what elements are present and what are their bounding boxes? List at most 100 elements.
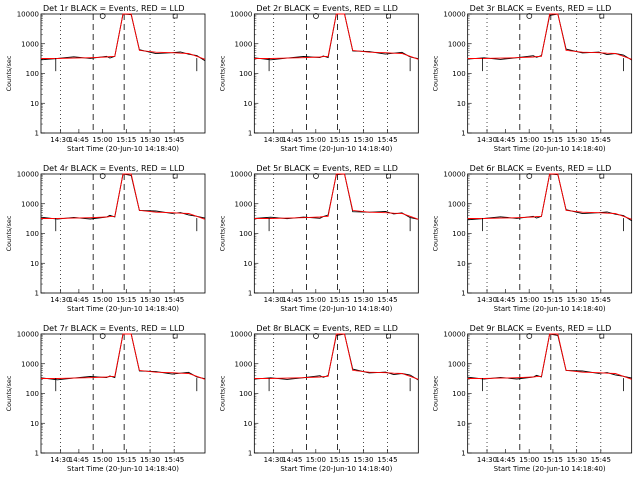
x-tick-label: 15:45 [591,456,611,464]
square-marker [172,333,178,339]
x-axis-label: Start Time (20-Jun-10 14:18:40) [494,305,606,313]
square-marker [599,173,605,179]
y-tick-label: 1 [461,130,465,138]
x-tick-label: 14:30 [50,136,70,144]
square-marker [599,13,605,19]
x-tick-label: 15:30 [567,136,587,144]
x-tick-label: 15:30 [140,296,160,304]
lld-series-line [254,173,419,220]
y-tick-label: 10000 [230,11,252,19]
x-tick-label: 15:00 [519,296,539,304]
y-tick-label: 10 [457,100,466,108]
chart-panel: Det 7r BLACK = Events, RED = LLD 1 10 100 10… [5,324,206,473]
x-tick-label: 15:15 [116,136,136,144]
lld-series-line [467,13,632,60]
x-tick-label: 14:45 [69,136,89,144]
y-tick-label: 100 [239,390,252,398]
x-tick-label: 15:45 [164,136,184,144]
x-tick-label: 14:30 [264,456,284,464]
y-tick-label: 100 [452,230,465,238]
events-series-line [467,173,632,222]
y-tick-label: 1000 [235,360,253,368]
x-tick-label: 15:00 [306,456,326,464]
y-tick-label: 1 [35,290,39,298]
square-marker [386,333,391,339]
chart-title: Det 6r BLACK = Events, RED = LLD [470,164,612,173]
square-marker [386,13,391,19]
y-tick-label: 100 [26,70,39,78]
x-tick-label: 15:00 [519,456,539,464]
y-axis-label: Counts/sec [5,375,13,411]
circle-marker [526,173,533,179]
x-tick-label: 14:45 [495,296,515,304]
x-tick-label: 15:00 [519,136,539,144]
x-tick-label: 14:30 [50,296,70,304]
y-tick-label: 1000 [235,40,253,48]
x-tick-label: 15:15 [116,296,136,304]
y-tick-label: 10000 [17,331,39,339]
circle-marker [526,13,533,19]
x-tick-label: 15:15 [543,136,563,144]
events-series-line [40,173,206,220]
x-tick-label: 15:15 [330,136,350,144]
y-tick-label: 10000 [443,171,465,179]
events-series-line [467,13,632,61]
x-axis-label: Start Time (20-Jun-10 14:18:40) [280,305,392,313]
x-tick-label: 15:00 [92,136,112,144]
y-tick-label: 10000 [17,171,39,179]
x-tick-label: 15:30 [353,456,373,464]
x-axis-label: Start Time (20-Jun-10 14:18:40) [494,465,606,473]
x-tick-label: 14:45 [495,456,515,464]
chart-title: Det 8r BLACK = Events, RED = LLD [256,324,398,333]
y-axis-label: Counts/sec [218,215,226,251]
y-tick-label: 1000 [21,40,39,48]
y-tick-label: 100 [239,70,252,78]
square-marker [172,13,178,19]
y-tick-label: 1 [35,450,39,458]
lld-series-line [41,13,206,60]
x-tick-label: 15:15 [330,296,350,304]
x-tick-label: 15:30 [353,296,373,304]
plot-frame [467,13,633,134]
x-tick-label: 15:45 [164,456,184,464]
y-tick-label: 1 [248,450,252,458]
events-series-line [467,333,632,380]
y-tick-label: 1000 [21,360,39,368]
y-tick-label: 10 [30,420,39,428]
events-series-line [254,333,419,381]
y-tick-label: 10000 [443,11,465,19]
x-tick-label: 15:00 [306,136,326,144]
y-tick-label: 1000 [235,200,253,208]
x-tick-label: 15:45 [377,456,397,464]
y-tick-label: 10000 [230,331,252,339]
chart-panel: Det 2r BLACK = Events, RED = LLD 1 10 100 10… [218,4,419,153]
y-tick-label: 1 [248,130,252,138]
square-marker [172,173,178,179]
plot-frame [467,333,633,454]
y-tick-label: 10000 [17,11,39,19]
square-marker [599,333,605,339]
x-tick-label: 15:30 [567,296,587,304]
x-axis-label: Start Time (20-Jun-10 14:18:40) [67,145,179,153]
chart-panel: Det 1r BLACK = Events, RED = LLD 1 10 100 10… [5,4,206,153]
chart-panel: Det 6r BLACK = Events, RED = LLD 1 10 100 10… [432,164,633,313]
y-tick-label: 100 [239,230,252,238]
x-tick-label: 14:30 [264,136,284,144]
y-axis-label: Counts/sec [432,215,440,251]
y-axis-label: Counts/sec [218,375,226,411]
y-tick-label: 100 [26,390,39,398]
y-axis-label: Counts/sec [432,375,440,411]
x-tick-label: 15:15 [543,296,563,304]
x-tick-label: 14:45 [69,456,89,464]
x-tick-label: 14:45 [282,456,302,464]
chart-title: Det 9r BLACK = Events, RED = LLD [470,324,612,333]
y-axis-label: Counts/sec [5,215,13,251]
x-axis-label: Start Time (20-Jun-10 14:18:40) [280,465,392,473]
circle-marker [313,173,319,179]
x-tick-label: 15:45 [591,136,611,144]
lld-series-line [41,173,206,220]
y-tick-label: 10 [243,260,252,268]
x-tick-label: 14:30 [477,136,497,144]
x-tick-label: 14:45 [282,296,302,304]
